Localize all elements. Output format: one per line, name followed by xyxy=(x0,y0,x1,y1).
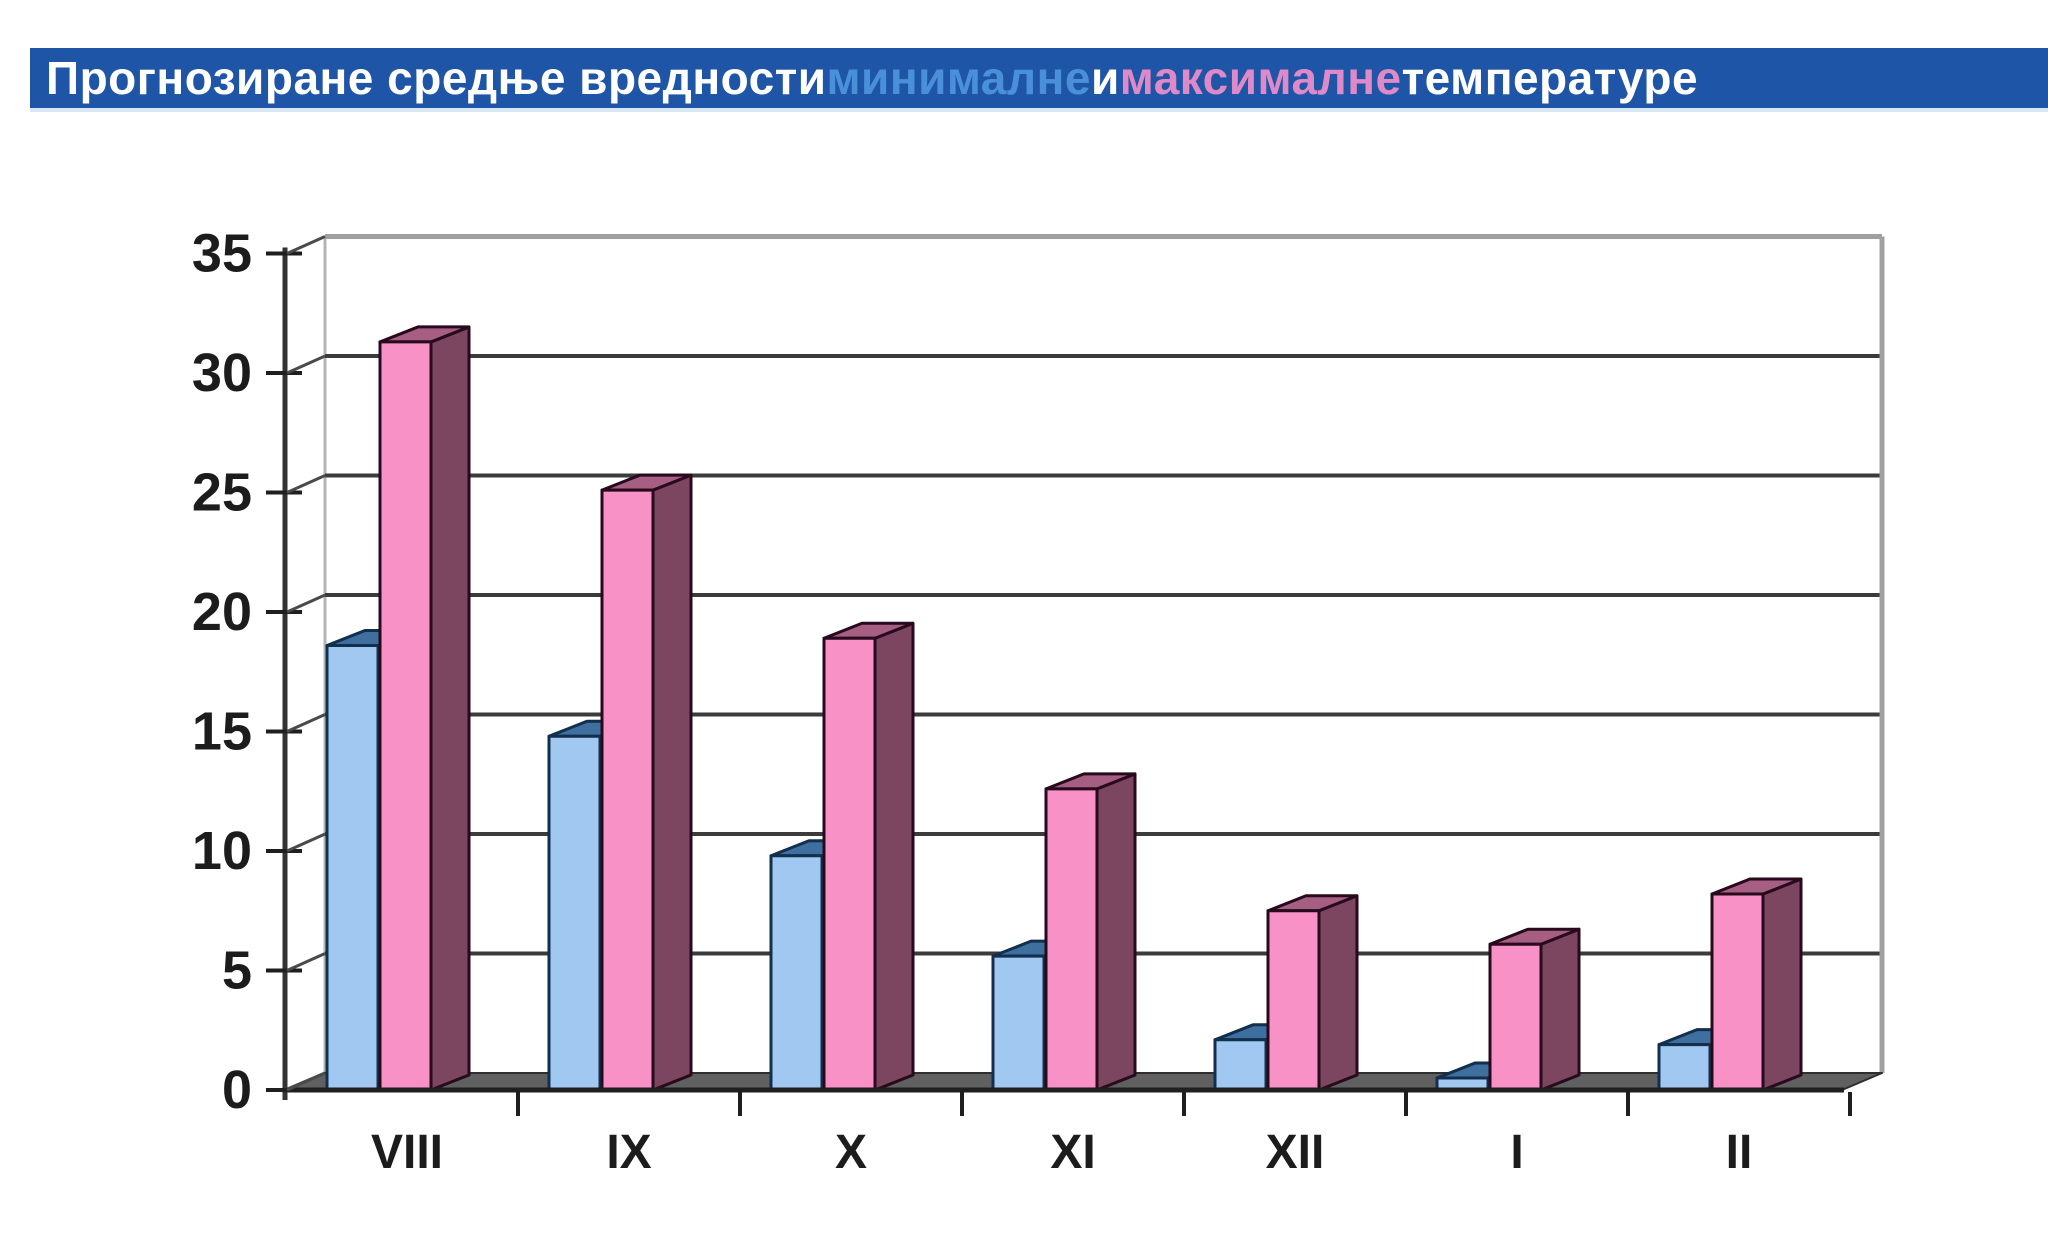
y-axis-label: 15 xyxy=(192,702,252,762)
y-axis-connector xyxy=(286,474,326,494)
bar-min-II-front xyxy=(1657,1043,1712,1092)
bar-max-VIII-front xyxy=(378,340,433,1092)
bar-min-XI-front xyxy=(991,954,1046,1092)
x-axis-label: XI xyxy=(1050,1126,1095,1179)
bar-max-II-side xyxy=(1761,877,1803,1092)
bar-min-X-front xyxy=(769,854,824,1092)
y-axis-label: 10 xyxy=(192,821,252,881)
bar-min-IX-front xyxy=(547,734,602,1092)
title-segment-and: и xyxy=(1090,52,1120,104)
bar-max-IX-side xyxy=(651,473,693,1092)
bar-min-XII-front xyxy=(1213,1038,1268,1092)
title-segment-suffix: температуре xyxy=(1401,52,1699,104)
bar-max-X-side xyxy=(873,621,915,1092)
bar-max-X-front xyxy=(822,636,877,1092)
y-axis-label: 25 xyxy=(192,463,252,523)
bar-max-XI-side xyxy=(1095,772,1137,1092)
bar-max-XI-front xyxy=(1044,787,1099,1092)
y-axis-connector xyxy=(286,1071,326,1092)
y-axis-connector xyxy=(286,235,326,255)
bar-max-IX-front xyxy=(600,488,655,1092)
x-axis-label: XII xyxy=(1266,1126,1325,1179)
y-axis-connector xyxy=(286,354,326,375)
y-axis-connector xyxy=(286,832,326,853)
title-segment-minimal: минималне xyxy=(826,52,1091,104)
title-segment-prefix: Прогнозиране средње вредности xyxy=(46,52,827,104)
bar-max-I-front xyxy=(1488,942,1543,1092)
y-axis-label: 5 xyxy=(222,941,252,1001)
y-axis-connector xyxy=(286,713,326,733)
y-axis-label: 0 xyxy=(222,1060,252,1120)
y-axis-label: 30 xyxy=(192,343,252,403)
bar-max-XII-side xyxy=(1317,894,1359,1092)
x-axis-label: I xyxy=(1510,1126,1523,1179)
y-axis-label: 35 xyxy=(192,224,252,284)
x-axis-label: X xyxy=(835,1126,867,1179)
bar-max-VIII-side xyxy=(429,325,471,1092)
bar-max-I-side xyxy=(1539,927,1581,1092)
x-axis-label: VIII xyxy=(371,1126,443,1179)
bar-min-VIII-front xyxy=(325,643,380,1092)
y-axis-label: 20 xyxy=(192,582,252,642)
x-axis-label: IX xyxy=(606,1126,651,1179)
title-bar: Прогнозиране средње вредности минималне … xyxy=(30,48,2048,112)
bar-max-II-front xyxy=(1710,892,1765,1092)
y-axis-connector xyxy=(286,593,326,614)
y-axis-connector xyxy=(286,952,326,972)
title-segment-maximal: максималне xyxy=(1119,52,1402,104)
bar-max-XII-front xyxy=(1266,909,1321,1092)
x-axis-label: II xyxy=(1726,1126,1753,1179)
